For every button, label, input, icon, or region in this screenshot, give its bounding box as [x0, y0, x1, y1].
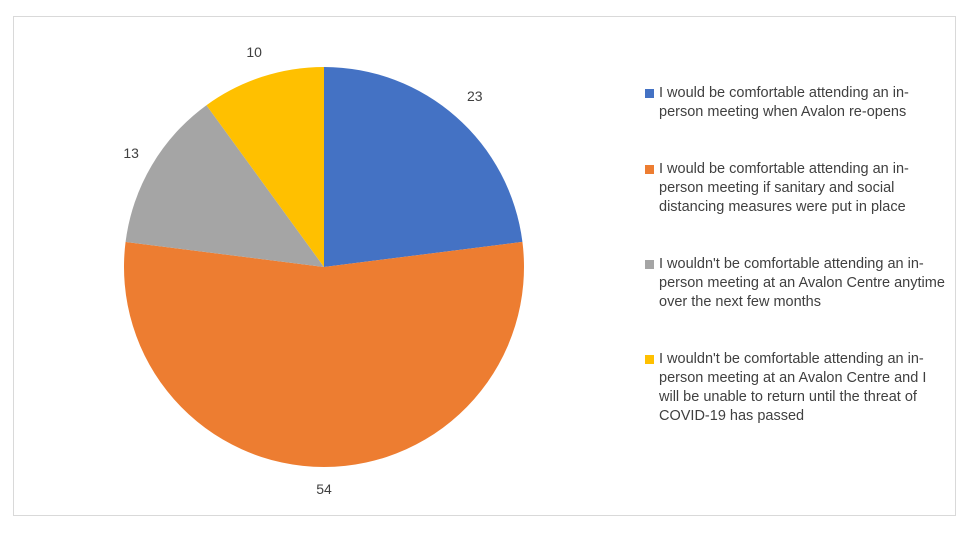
pie-slice: [125, 105, 324, 268]
legend-swatch-orange: [645, 165, 654, 174]
legend-swatch-blue: [645, 89, 654, 98]
legend: I would be comfortable attending an in-p…: [645, 84, 945, 426]
legend-label: I wouldn't be comfortable attending an i…: [659, 351, 927, 424]
data-label: 23: [467, 88, 483, 104]
data-label: 13: [123, 145, 139, 161]
pie-slice: [324, 67, 523, 267]
pie-slice: [123, 241, 525, 468]
legend-swatch-yellow: [645, 355, 654, 364]
legend-item: I would be comfortable attending an in-p…: [645, 160, 945, 217]
data-label: 10: [246, 44, 262, 60]
legend-item: I would be comfortable attending an in-p…: [645, 84, 945, 122]
legend-item: I wouldn't be comfortable attending an i…: [645, 255, 945, 312]
pie-slice: [206, 67, 324, 267]
legend-label: I would be comfortable attending an in-p…: [659, 161, 909, 215]
legend-item: I wouldn't be comfortable attending an i…: [645, 350, 945, 426]
data-labels: 23 54 13 10: [123, 44, 482, 497]
pie-slices: [123, 67, 525, 468]
data-label: 54: [316, 481, 332, 497]
legend-swatch-gray: [645, 260, 654, 269]
legend-label: I would be comfortable attending an in-p…: [659, 85, 909, 120]
legend-label: I wouldn't be comfortable attending an i…: [659, 256, 945, 310]
